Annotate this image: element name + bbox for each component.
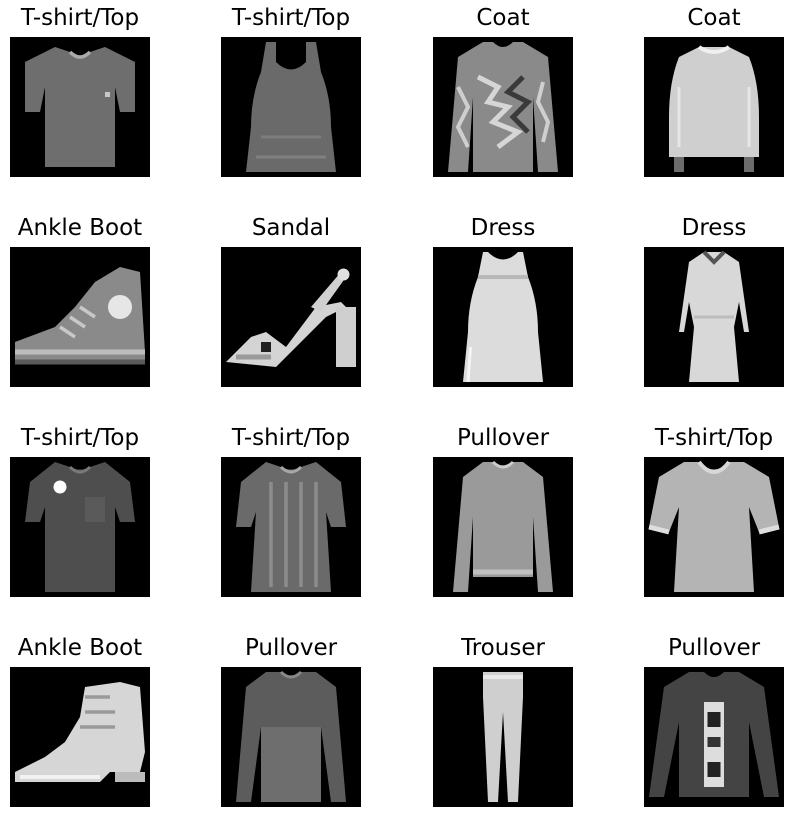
image-label: Pullover: [244, 635, 338, 661]
tshirt-image: [221, 457, 361, 597]
image-label: Sandal: [251, 215, 331, 241]
tshirt-image: [10, 457, 150, 597]
image-label: Coat: [687, 5, 741, 31]
grid-cell: Dress: [423, 210, 583, 400]
grid-cell: Dress: [634, 210, 794, 400]
image-label: Dress: [470, 215, 536, 241]
grid-cell: T-shirt/Top: [211, 0, 371, 190]
sandal-image: [221, 247, 361, 387]
grid-cell: Coat: [423, 0, 583, 190]
tank-top-image: [221, 37, 361, 177]
grid-cell: Ankle Boot: [0, 210, 160, 400]
image-label: Ankle Boot: [17, 215, 143, 241]
grid-cell: Pullover: [423, 420, 583, 610]
image-label: T-shirt/Top: [231, 425, 351, 451]
image-label: T-shirt/Top: [654, 425, 774, 451]
grid-cell: T-shirt/Top: [0, 0, 160, 190]
trouser-image: [433, 667, 573, 807]
ankle-boot-image: [10, 667, 150, 807]
grid-cell: Trouser: [423, 630, 583, 820]
image-label: Coat: [476, 5, 530, 31]
grid-cell: Sandal: [211, 210, 371, 400]
grid-cell: Pullover: [634, 630, 794, 820]
sneaker-boot-image: [10, 247, 150, 387]
coat-image: [433, 37, 573, 177]
pullover-image: [644, 667, 784, 807]
dress-image: [433, 247, 573, 387]
pullover-image: [221, 667, 361, 807]
grid-cell: T-shirt/Top: [0, 420, 160, 610]
image-label: Pullover: [667, 635, 761, 661]
grid-cell: T-shirt/Top: [211, 420, 371, 610]
grid-cell: T-shirt/Top: [634, 420, 794, 610]
grid-cell: Coat: [634, 0, 794, 190]
coat-image: [644, 37, 784, 177]
image-label: T-shirt/Top: [20, 5, 140, 31]
grid-cell: Pullover: [211, 630, 371, 820]
image-label: Ankle Boot: [17, 635, 143, 661]
tshirt-image: [10, 37, 150, 177]
image-label: Trouser: [461, 635, 545, 661]
pullover-image: [433, 457, 573, 597]
image-label: T-shirt/Top: [231, 5, 351, 31]
grid-cell: Ankle Boot: [0, 630, 160, 820]
image-label: T-shirt/Top: [20, 425, 140, 451]
tshirt-image: [644, 457, 784, 597]
long-sleeve-dress-image: [644, 247, 784, 387]
image-label: Dress: [681, 215, 747, 241]
image-label: Pullover: [456, 425, 550, 451]
